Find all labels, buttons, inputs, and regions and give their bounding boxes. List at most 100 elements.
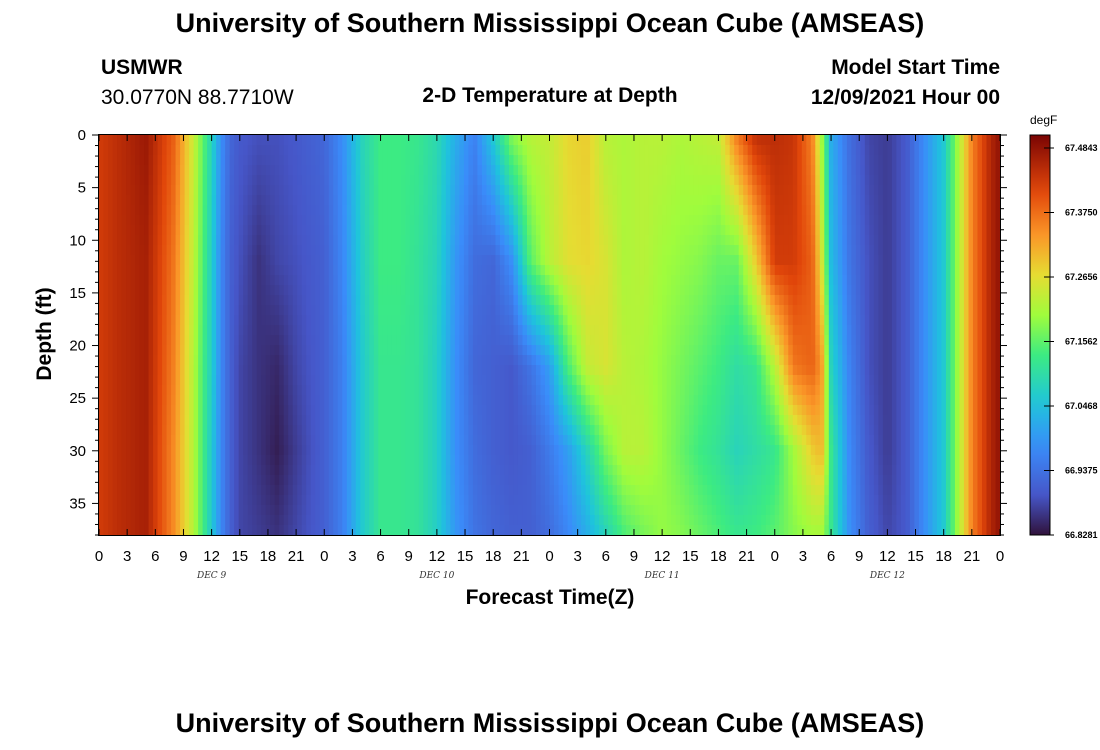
heatmap-cell [522, 135, 527, 146]
heatmap-cell [383, 355, 388, 366]
heatmap-cell [347, 135, 352, 146]
heatmap-cell [324, 275, 329, 286]
heatmap-cell [167, 185, 172, 196]
heatmap-cell [234, 135, 239, 146]
heatmap-cell [743, 245, 748, 256]
heatmap-cell [946, 245, 951, 256]
heatmap-cell [306, 215, 311, 226]
heatmap-cell [725, 225, 730, 236]
heatmap-cell [509, 175, 514, 186]
heatmap-cell [581, 345, 586, 356]
heatmap-cell [536, 245, 541, 256]
heatmap-cell [563, 335, 568, 346]
heatmap-cell [559, 375, 564, 386]
heatmap-cell [730, 165, 735, 176]
heatmap-cell [662, 155, 667, 166]
heatmap-cell [658, 365, 663, 376]
heatmap-cell [757, 365, 762, 376]
heatmap-cell [365, 165, 370, 176]
heatmap-cell [423, 145, 428, 156]
heatmap-cell [815, 225, 820, 236]
heatmap-cell [320, 235, 325, 246]
heatmap-cell [770, 285, 775, 296]
heatmap-cell [806, 195, 811, 206]
heatmap-cell [324, 265, 329, 276]
heatmap-cell [504, 175, 509, 186]
heatmap-cell [275, 315, 280, 326]
heatmap-cell [531, 205, 536, 216]
heatmap-cell [482, 285, 487, 296]
heatmap-cell [144, 365, 149, 376]
heatmap-cell [622, 215, 627, 226]
heatmap-cell [266, 305, 271, 316]
heatmap-cell [806, 355, 811, 366]
heatmap-cell [550, 375, 555, 386]
heatmap-cell [797, 285, 802, 296]
heatmap-cell [815, 295, 820, 306]
heatmap-cell [113, 135, 118, 146]
heatmap-cell [829, 285, 834, 296]
heatmap-cell [464, 315, 469, 326]
heatmap-cell [883, 285, 888, 296]
heatmap-cell [248, 225, 253, 236]
heatmap-cell [554, 305, 559, 316]
heatmap-cell [333, 345, 338, 356]
heatmap-cell [441, 265, 446, 276]
heatmap-cell [158, 335, 163, 346]
heatmap-cell [198, 275, 203, 286]
heatmap-cell [617, 165, 622, 176]
heatmap-cell [874, 215, 879, 226]
heatmap-cell [401, 215, 406, 226]
heatmap-cell [338, 215, 343, 226]
heatmap-cell [730, 275, 735, 286]
heatmap-cell [239, 355, 244, 366]
heatmap-cell [131, 275, 136, 286]
heatmap-cell [500, 295, 505, 306]
heatmap-cell [869, 345, 874, 356]
heatmap-cell [788, 365, 793, 376]
heatmap-cell [766, 285, 771, 296]
heatmap-cell [243, 365, 248, 376]
heatmap-cell [775, 235, 780, 246]
heatmap-cell [698, 165, 703, 176]
heatmap-cell [932, 175, 937, 186]
heatmap-cell [586, 205, 591, 216]
heatmap-cell [212, 175, 217, 186]
heatmap-cell [401, 205, 406, 216]
heatmap-cell [608, 305, 613, 316]
heatmap-cell [396, 225, 401, 236]
heatmap-cell [689, 305, 694, 316]
heatmap-cell [360, 165, 365, 176]
heatmap-cell [595, 145, 600, 156]
heatmap-cell [392, 345, 397, 356]
heatmap-cell [117, 145, 122, 156]
heatmap-cell [212, 295, 217, 306]
heatmap-cell [360, 345, 365, 356]
heatmap-cell [626, 175, 631, 186]
heatmap-cell [959, 185, 964, 196]
heatmap-cell [410, 265, 415, 276]
heatmap-cell [838, 245, 843, 256]
heatmap-cell [833, 185, 838, 196]
heatmap-cell [797, 205, 802, 216]
heatmap-cell [293, 375, 298, 386]
heatmap-cell [374, 345, 379, 356]
heatmap-cell [450, 245, 455, 256]
heatmap-cell [189, 145, 194, 156]
heatmap-cell [500, 265, 505, 276]
heatmap-cell [234, 285, 239, 296]
heatmap-cell [122, 295, 127, 306]
heatmap-cell [842, 165, 847, 176]
heatmap-cell [239, 285, 244, 296]
heatmap-cell [604, 375, 609, 386]
heatmap-cell [563, 265, 568, 276]
heatmap-cell [590, 195, 595, 206]
heatmap-cell [554, 155, 559, 166]
heatmap-cell [392, 305, 397, 316]
heatmap-cell [842, 185, 847, 196]
heatmap-cell [725, 355, 730, 366]
heatmap-cell [599, 285, 604, 296]
heatmap-cell [446, 315, 451, 326]
heatmap-cell [703, 175, 708, 186]
heatmap-cell [973, 295, 978, 306]
